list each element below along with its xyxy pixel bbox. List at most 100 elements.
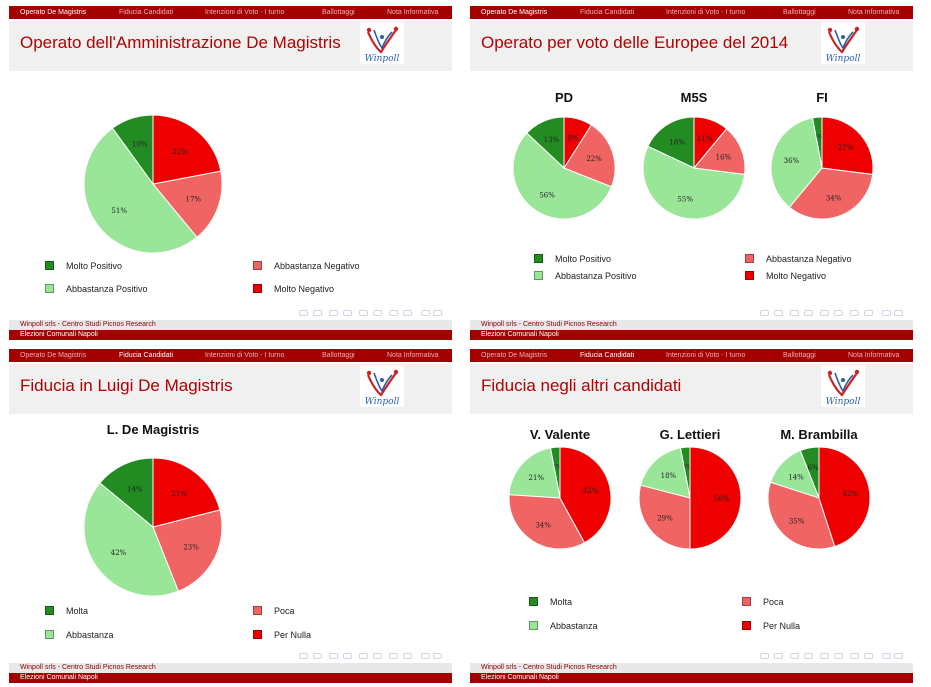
- legend-label: Molto Negativo: [766, 271, 827, 281]
- legend-item: Abbastanza Positivo: [534, 271, 694, 283]
- nav-item[interactable]: Operato De Magistris: [20, 352, 87, 359]
- nav-item[interactable]: Nota Informativa: [387, 9, 439, 16]
- winpoll-logo: Winpoll: [821, 365, 865, 407]
- footer-org: Winpoll srls - Centro Studi Picnos Resea…: [9, 320, 452, 330]
- nav-arrow-icon[interactable]: [804, 310, 813, 316]
- nav-item[interactable]: Intenzioni di Voto - I turno: [205, 352, 285, 359]
- nav-arrow-icon[interactable]: [313, 310, 322, 316]
- legend-label: Molto Negativo: [274, 284, 335, 294]
- nav-item[interactable]: Operato De Magistris: [481, 352, 548, 359]
- legend-label: Poca: [763, 597, 784, 607]
- nav-arrow-icon[interactable]: [421, 653, 430, 659]
- nav-arrow-icon[interactable]: [820, 310, 829, 316]
- pie-chart: 10% 51% 17% 22%: [83, 114, 223, 254]
- legend-swatch: [742, 597, 751, 606]
- svg-text:Winpoll: Winpoll: [365, 397, 400, 407]
- slide-navigation-controls[interactable]: [299, 310, 449, 318]
- legend-label: Molto Positivo: [555, 254, 612, 264]
- nav-item[interactable]: Fiducia Candidati: [580, 352, 635, 359]
- pie-chart: 14% 42% 23% 21%: [83, 457, 223, 597]
- slide-navigation-controls[interactable]: [760, 653, 910, 661]
- nav-item[interactable]: Fiducia Candidati: [580, 9, 635, 16]
- nav-arrow-icon[interactable]: [389, 653, 398, 659]
- footer-event-text: Elezioni Comunali Napoli: [20, 331, 98, 338]
- nav-arrow-icon[interactable]: [329, 310, 338, 316]
- nav-item[interactable]: Operato De Magistris: [481, 9, 548, 16]
- nav-arrow-icon[interactable]: [343, 653, 352, 659]
- nav-item[interactable]: Intenzioni di Voto - I turno: [666, 352, 746, 359]
- footer-event: Elezioni Comunali Napoli: [470, 673, 913, 683]
- nav-item[interactable]: Fiducia Candidati: [119, 352, 174, 359]
- legend-label: Abbastanza Positivo: [555, 271, 637, 281]
- nav-arrow-icon[interactable]: [804, 653, 813, 659]
- nav-bar: Operato De Magistris Fiducia Candidati Int…: [470, 349, 913, 362]
- data-label: 29%: [657, 514, 673, 522]
- nav-arrow-icon[interactable]: [882, 653, 891, 659]
- nav-arrow-icon[interactable]: [894, 310, 903, 316]
- nav-item[interactable]: Ballottaggi: [322, 352, 355, 359]
- nav-item[interactable]: Nota Informativa: [848, 9, 900, 16]
- nav-arrow-icon[interactable]: [359, 653, 368, 659]
- nav-arrow-icon[interactable]: [790, 310, 799, 316]
- nav-arrow-icon[interactable]: [433, 310, 442, 316]
- legend-item: Abbastanza: [529, 621, 689, 633]
- nav-arrow-icon[interactable]: [864, 653, 873, 659]
- nav-item[interactable]: Nota Informativa: [848, 352, 900, 359]
- nav-item[interactable]: Intenzioni di Voto - I turno: [205, 9, 285, 16]
- slide-navigation-controls[interactable]: [299, 653, 449, 661]
- footer-event: Elezioni Comunali Napoli: [9, 330, 452, 340]
- nav-arrow-icon[interactable]: [373, 653, 382, 659]
- nav-item[interactable]: Ballottaggi: [783, 352, 816, 359]
- nav-arrow-icon[interactable]: [864, 310, 873, 316]
- nav-arrow-icon[interactable]: [403, 310, 412, 316]
- pie-slice: [639, 447, 691, 499]
- legend-item: Per Nulla: [253, 630, 413, 642]
- winpoll-logo: Winpoll: [821, 22, 865, 64]
- nav-arrow-icon[interactable]: [421, 310, 430, 316]
- data-label: 14%: [788, 473, 804, 481]
- legend-swatch: [529, 621, 538, 630]
- nav-arrow-icon[interactable]: [299, 310, 308, 316]
- nav-arrow-icon[interactable]: [894, 653, 903, 659]
- legend-label: Molta: [66, 606, 89, 616]
- nav-arrow-icon[interactable]: [834, 310, 843, 316]
- slide-navigation-controls[interactable]: [760, 310, 910, 318]
- nav-item[interactable]: Fiducia Candidati: [119, 9, 174, 16]
- data-label: 18%: [669, 138, 685, 146]
- nav-arrow-icon[interactable]: [774, 310, 783, 316]
- legend-label: Molto Positivo: [66, 261, 123, 271]
- nav-arrow-icon[interactable]: [760, 653, 769, 659]
- nav-arrow-icon[interactable]: [850, 653, 859, 659]
- nav-arrow-icon[interactable]: [389, 310, 398, 316]
- nav-arrow-icon[interactable]: [373, 310, 382, 316]
- nav-arrow-icon[interactable]: [834, 653, 843, 659]
- nav-arrow-icon[interactable]: [343, 310, 352, 316]
- nav-item[interactable]: Operato De Magistris: [20, 9, 87, 16]
- nav-arrow-icon[interactable]: [329, 653, 338, 659]
- nav-arrow-icon[interactable]: [850, 310, 859, 316]
- data-label: 9%: [567, 135, 578, 143]
- nav-arrow-icon[interactable]: [299, 653, 308, 659]
- nav-arrow-icon[interactable]: [433, 653, 442, 659]
- nav-item[interactable]: Ballottaggi: [783, 9, 816, 16]
- nav-arrow-icon[interactable]: [882, 310, 891, 316]
- data-label: 23%: [183, 543, 199, 551]
- pie-chart: 13% 56% 22% 9% 18% 55% 16% 11% 3% 36% 34% 27%: [512, 116, 874, 220]
- nav-arrow-icon[interactable]: [359, 310, 368, 316]
- slide-operato: Operato De Magistris Fiducia Candidati Int…: [9, 6, 452, 340]
- nav-arrow-icon[interactable]: [760, 310, 769, 316]
- pie-slice: [818, 446, 871, 548]
- data-label: 42%: [842, 490, 858, 498]
- footer-org-text: Winpoll srls - Centro Studi Picnos Resea…: [481, 321, 617, 328]
- nav-item[interactable]: Ballottaggi: [322, 9, 355, 16]
- nav-arrow-icon[interactable]: [313, 653, 322, 659]
- nav-arrow-icon[interactable]: [790, 653, 799, 659]
- legend-swatch: [253, 630, 262, 639]
- nav-arrow-icon[interactable]: [403, 653, 412, 659]
- pie-slice: [152, 170, 223, 238]
- nav-arrow-icon[interactable]: [820, 653, 829, 659]
- nav-item[interactable]: Nota Informativa: [387, 352, 439, 359]
- nav-item[interactable]: Intenzioni di Voto - I turno: [666, 9, 746, 16]
- pie-title: G. Lettieri: [659, 427, 721, 442]
- nav-arrow-icon[interactable]: [774, 653, 783, 659]
